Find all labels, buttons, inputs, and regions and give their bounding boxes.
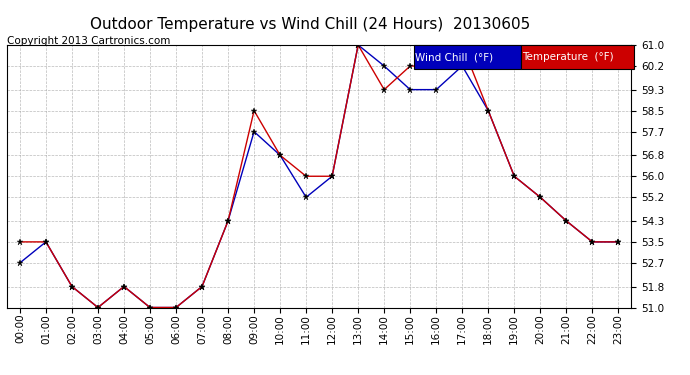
Text: Wind Chill  (°F): Wind Chill (°F) [415, 52, 493, 62]
Text: Outdoor Temperature vs Wind Chill (24 Hours)  20130605: Outdoor Temperature vs Wind Chill (24 Ho… [90, 17, 531, 32]
Text: Temperature  (°F): Temperature (°F) [522, 52, 613, 62]
Text: Copyright 2013 Cartronics.com: Copyright 2013 Cartronics.com [7, 36, 170, 46]
